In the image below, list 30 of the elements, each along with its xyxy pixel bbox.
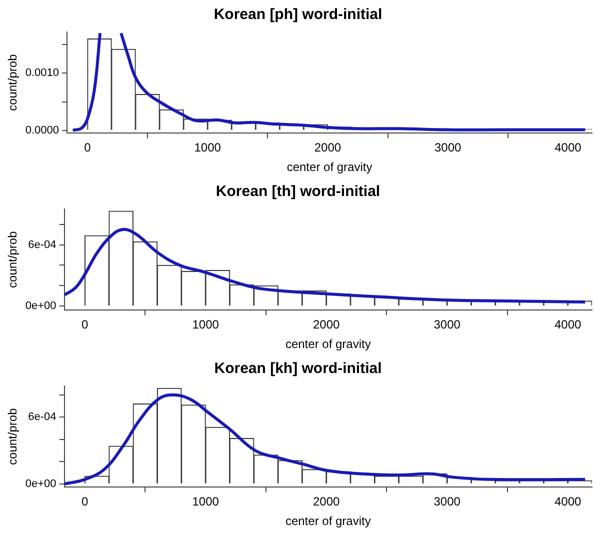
x-tick-label: 3000 [434, 494, 461, 509]
x-tick-label: 1000 [192, 494, 220, 509]
y-axis-title: count/prob [6, 54, 20, 111]
x-tick-label: 4000 [554, 318, 582, 332]
x-tick-label: 0 [81, 318, 88, 332]
x-tick-label: 3000 [434, 140, 462, 155]
x-tick-label: 4000 [554, 140, 582, 155]
y-tick-label: 0.0010 [25, 67, 60, 80]
x-axis-title: center of gravity [286, 160, 372, 174]
x-tick-label: 0 [81, 494, 88, 509]
y-axis-title: count/prob [6, 408, 20, 465]
chart-title: Korean [ph] word-initial [214, 6, 382, 24]
x-tick-label: 3000 [434, 318, 461, 332]
y-axis-title: count/prob [6, 230, 20, 288]
y-tick-label: 0e+00 [25, 478, 56, 490]
chart-title: Korean [kh] word-initial [214, 360, 382, 378]
chart-title: Korean [th] word-initial [216, 183, 380, 200]
x-tick-label: 1000 [192, 318, 220, 332]
x-axis-title: center of gravity [285, 514, 371, 528]
y-tick-label: 6e-04 [28, 411, 56, 424]
x-tick-label: 2000 [312, 318, 340, 332]
x-tick-label: 2000 [312, 494, 340, 509]
x-tick-label: 4000 [554, 494, 582, 509]
y-tick-label: 0.0000 [25, 124, 60, 136]
x-tick-label: 2000 [314, 140, 342, 155]
x-axis-title: center of gravity [285, 337, 371, 352]
y-tick-label: 6e-04 [28, 238, 56, 251]
x-tick-label: 0 [84, 140, 92, 155]
x-tick-label: 1000 [194, 140, 222, 155]
y-tick-label: 0e+00 [25, 300, 56, 312]
